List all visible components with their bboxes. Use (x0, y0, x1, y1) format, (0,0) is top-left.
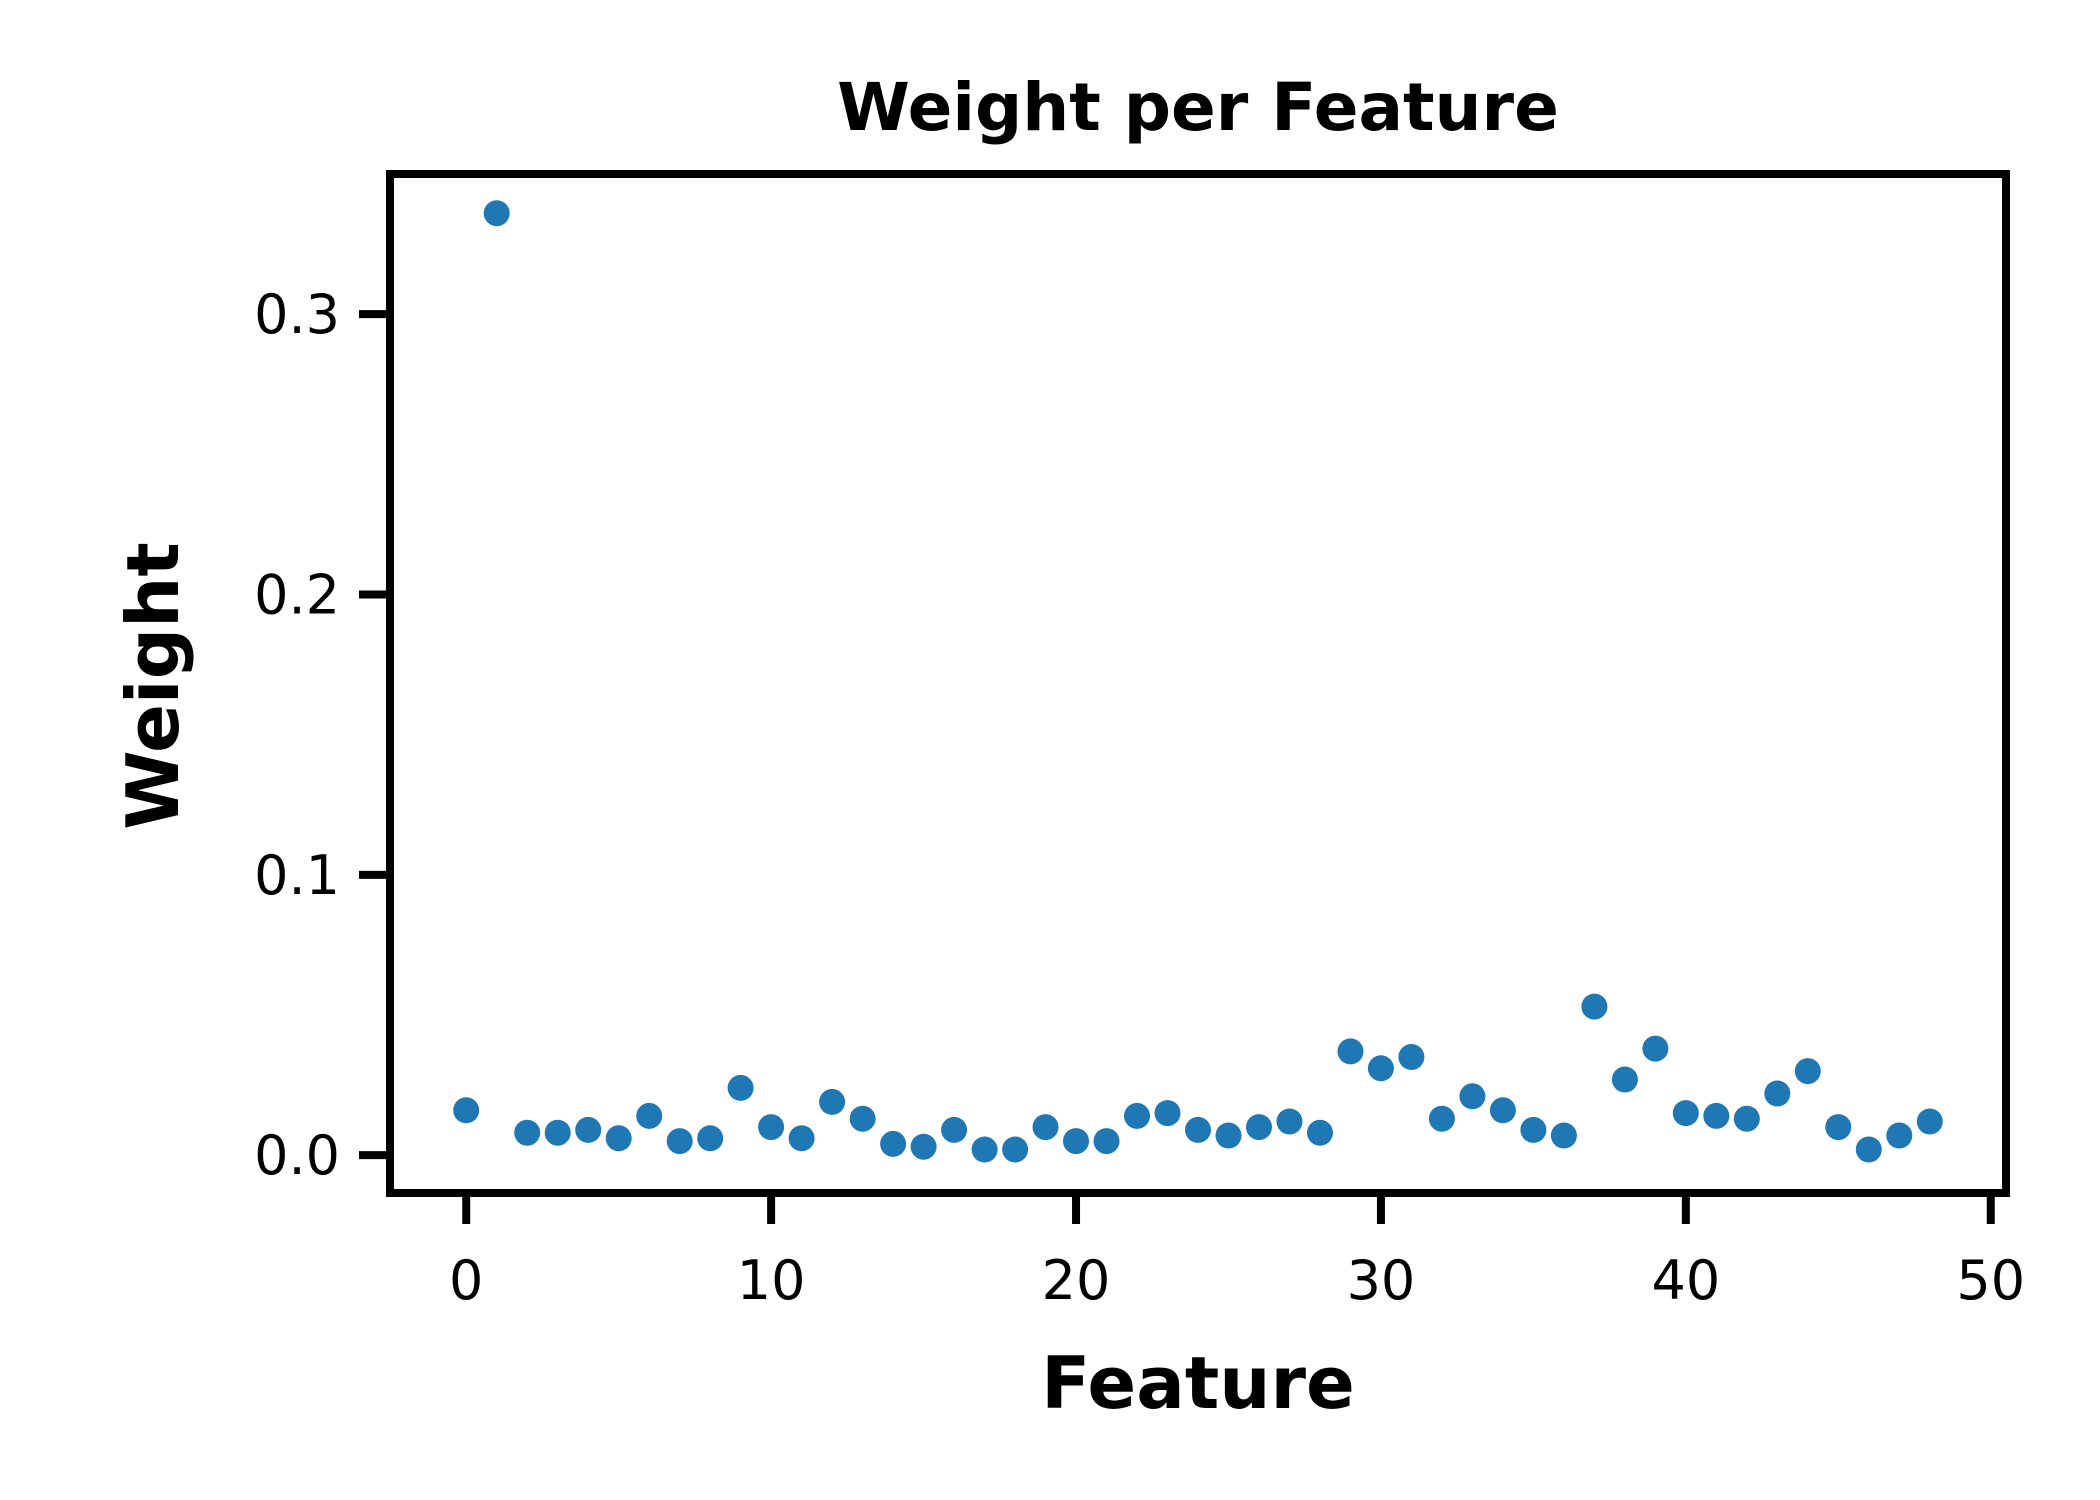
data-point (514, 1119, 541, 1146)
x-tick-label: 20 (1042, 1249, 1111, 1312)
data-points (453, 200, 1943, 1163)
data-point (1124, 1102, 1150, 1129)
data-point (636, 1102, 663, 1129)
data-point (1459, 1083, 1486, 1110)
data-point (1154, 1100, 1181, 1127)
data-point (910, 1133, 937, 1160)
data-point (1703, 1102, 1730, 1129)
x-axis-label: Feature (1041, 1341, 1355, 1425)
y-tick-label: 0.3 (254, 283, 340, 346)
data-point (1581, 993, 1608, 1020)
data-point (605, 1125, 632, 1152)
data-point (849, 1105, 876, 1132)
data-point (1672, 1100, 1699, 1127)
data-point (1185, 1116, 1211, 1143)
data-point (1489, 1097, 1516, 1124)
data-point (575, 1116, 602, 1143)
data-point (1764, 1080, 1791, 1107)
chart-title: Weight per Feature (837, 69, 1559, 146)
data-point (1063, 1128, 1089, 1155)
x-axis-ticks: 0 10 20 30 40 50 (449, 1193, 2025, 1312)
data-point (1002, 1136, 1029, 1163)
data-point (697, 1125, 724, 1152)
data-point (1550, 1122, 1577, 1149)
data-point (758, 1114, 785, 1141)
data-point (788, 1125, 815, 1152)
data-point (1642, 1035, 1669, 1062)
x-tick-label: 0 (449, 1249, 483, 1312)
x-tick-label: 10 (737, 1249, 806, 1312)
data-point (544, 1119, 571, 1146)
y-axis-ticks: 0.0 0.1 0.2 0.3 (254, 283, 390, 1187)
data-point (1337, 1038, 1364, 1065)
plot-frame (386, 170, 2010, 1197)
data-point (941, 1116, 968, 1143)
data-point (971, 1136, 998, 1163)
data-point (1825, 1114, 1852, 1141)
x-tick-label: 50 (1956, 1249, 2025, 1312)
data-point (1733, 1105, 1760, 1132)
data-point (1367, 1055, 1394, 1082)
data-point (1428, 1105, 1455, 1132)
data-point (819, 1088, 846, 1115)
data-point (1215, 1122, 1242, 1149)
x-tick-label: 40 (1651, 1249, 1720, 1312)
data-point (1611, 1066, 1638, 1093)
data-point (1246, 1114, 1272, 1141)
data-point (666, 1128, 693, 1155)
data-point (1398, 1044, 1425, 1070)
y-tick-label: 0.0 (254, 1124, 340, 1187)
y-axis-label: Weight (111, 542, 195, 830)
data-point (1093, 1128, 1120, 1155)
data-point (880, 1130, 907, 1157)
data-point (1520, 1116, 1547, 1143)
data-point (1794, 1058, 1821, 1085)
x-tick-label: 30 (1347, 1249, 1416, 1312)
y-tick-label: 0.2 (254, 563, 340, 626)
data-point (1032, 1114, 1059, 1141)
data-point (1855, 1136, 1882, 1163)
data-point (453, 1097, 480, 1124)
y-tick-label: 0.1 (254, 844, 340, 907)
data-point (483, 200, 510, 227)
data-point (1886, 1122, 1913, 1149)
data-point (727, 1074, 754, 1101)
data-point (1916, 1108, 1943, 1135)
data-point (1276, 1108, 1303, 1135)
data-point (1307, 1119, 1333, 1146)
